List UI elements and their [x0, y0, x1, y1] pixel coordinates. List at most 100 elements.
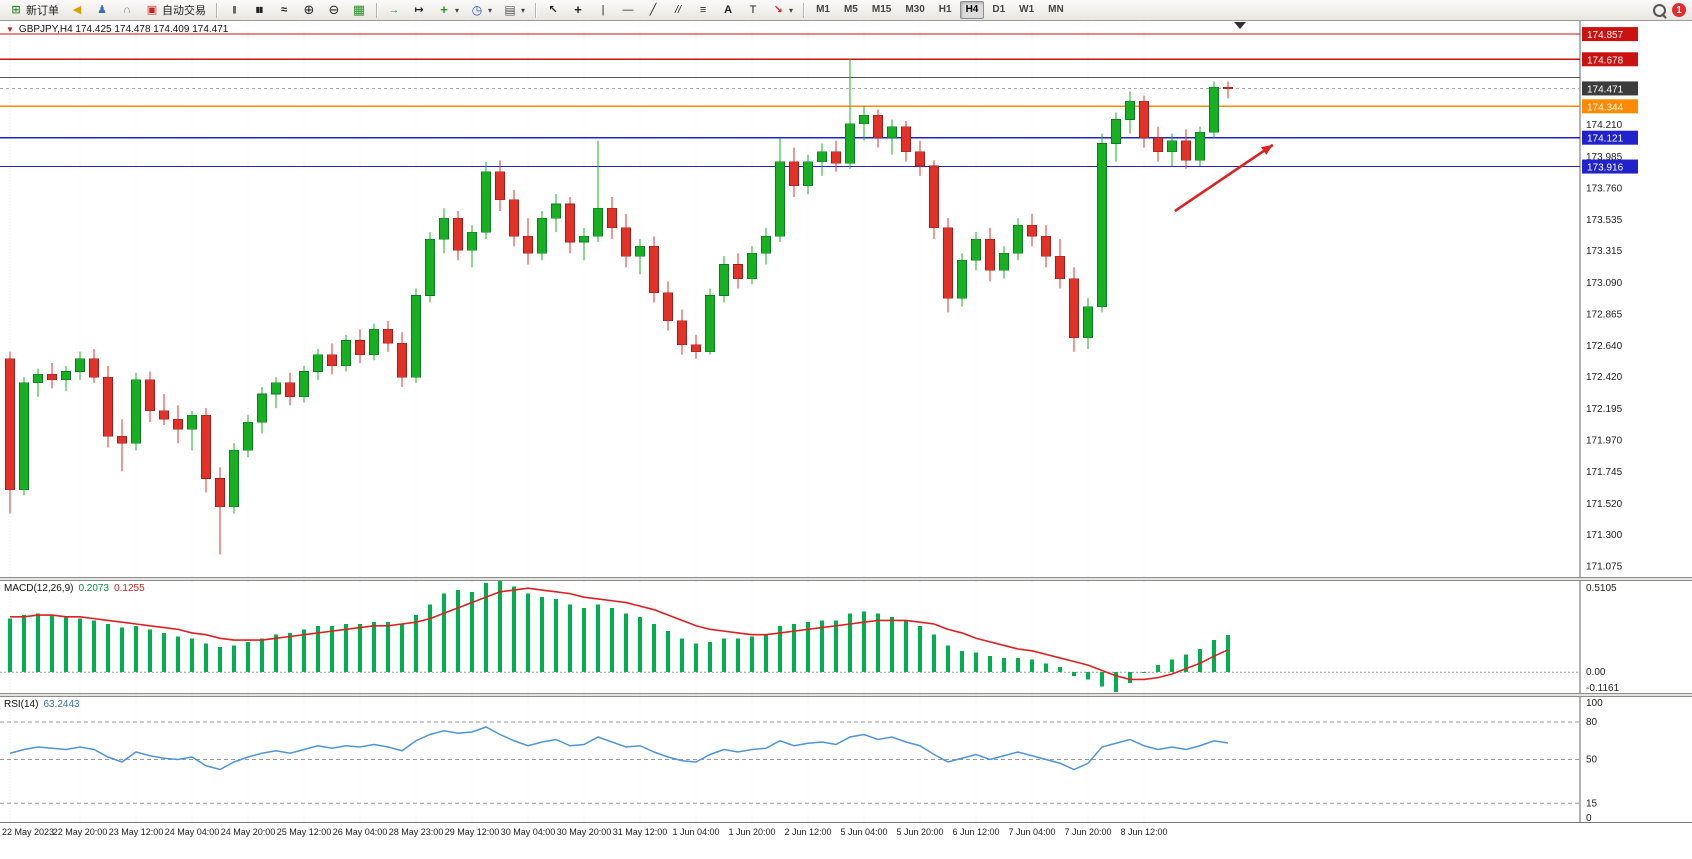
svg-text:173.985: 173.985	[1586, 152, 1623, 163]
svg-text:172.420: 172.420	[1586, 372, 1623, 383]
profile-button[interactable]: ♟	[90, 0, 114, 20]
time-label: 1 Jun 04:00	[672, 827, 720, 837]
svg-text:-0.1161: -0.1161	[1586, 683, 1620, 693]
svg-text:173.090: 173.090	[1586, 278, 1623, 289]
svg-text:171.300: 171.300	[1586, 530, 1623, 541]
main-chart-panel[interactable]: 174.210 173.985 173.760 173.535 173.315 173.0…	[0, 21, 1692, 577]
tf-button-M5[interactable]: M5	[843, 4, 858, 15]
fibonacci-icon: ≡	[699, 4, 707, 16]
time-label: 28 May 23:00	[388, 827, 444, 837]
time-label: 31 May 12:00	[612, 827, 668, 837]
svg-text:171.520: 171.520	[1586, 499, 1623, 510]
macd-name-label: MACD(12,26,9)	[4, 583, 74, 594]
svg-text:173.760: 173.760	[1586, 184, 1623, 195]
crosshair-tool-button[interactable]: +	[566, 0, 590, 20]
zoom-out-icon: ⊖	[328, 2, 340, 17]
tf-button-H1[interactable]: H1	[938, 4, 952, 15]
sound-icon: ◀	[72, 4, 82, 16]
tf-button-MN[interactable]: MN	[1048, 4, 1064, 15]
time-axis[interactable]: 22 May 2023 22 May 20:00 23 May 12:00 24 Ma…	[0, 822, 1692, 859]
new-order-icon: ⊞	[11, 4, 21, 16]
zoom-out-button[interactable]: ⊖	[322, 0, 346, 20]
line-chart-mode-button[interactable]: ≈	[272, 0, 296, 20]
time-label: 1 Jun 20:00	[728, 827, 776, 837]
autotrading-icon: ▣	[146, 4, 158, 16]
horizontal-line-icon: —	[622, 4, 634, 16]
time-label: 29 May 12:00	[444, 827, 500, 837]
clock-icon: ◷	[471, 3, 483, 17]
arrows-tool-button[interactable]: ↘ ▾	[766, 0, 798, 20]
horizontal-line-tool-button[interactable]: —	[616, 0, 640, 20]
svg-text:0: 0	[1586, 813, 1592, 822]
candle-chart-mode-button[interactable]: ▮▮	[247, 0, 271, 20]
chevron-down-icon: ▾	[455, 5, 460, 15]
auto-scroll-button[interactable]: →	[382, 0, 406, 20]
tf-button-D1[interactable]: D1	[992, 4, 1006, 15]
svg-text:174.121: 174.121	[1587, 134, 1624, 145]
svg-text:173.315: 173.315	[1586, 246, 1623, 257]
chevron-down-icon: ▾	[521, 5, 526, 15]
svg-text:0.5105: 0.5105	[1586, 583, 1617, 594]
notification-badge[interactable]: 1	[1672, 3, 1686, 17]
svg-text:172.865: 172.865	[1586, 309, 1623, 320]
periods-button[interactable]: ◷ ▾	[465, 0, 497, 20]
svg-text:174.210: 174.210	[1586, 120, 1623, 131]
cursor-arrow-icon: ↖	[548, 4, 558, 16]
time-label: 5 Jun 20:00	[896, 827, 944, 837]
zoom-in-button[interactable]: ⊕	[297, 0, 321, 20]
fibonacci-tool-button[interactable]: ≡	[691, 0, 715, 20]
chart-shift-button[interactable]: ↦	[407, 0, 431, 20]
text-tool-button[interactable]: A	[716, 0, 740, 20]
macd-label-overlay: MACD(12,26,9) 0.2073 0.1255	[4, 583, 145, 594]
symbol-ohlc-label: GBPJPY,H4 174.425 174.478 174.409 174.47…	[18, 24, 229, 35]
svg-text:174.678: 174.678	[1587, 55, 1624, 66]
tf-button-M15[interactable]: M15	[871, 4, 892, 15]
svg-text:171.970: 171.970	[1586, 435, 1623, 446]
panel-splitter[interactable]	[0, 693, 1692, 697]
macd-main-value: 0.2073	[78, 583, 110, 594]
tf-button-M1[interactable]: M1	[816, 4, 830, 15]
tf-button-M30[interactable]: M30	[905, 4, 925, 15]
main-toolbar: ⊞ 新订单 ◀ ♟ ∩ ▣ 自动交易 ||| ▮▮ ≈ ⊕ ⊖ ▦ → ↦ + ▾…	[0, 0, 1692, 21]
community-button[interactable]: ∩	[115, 0, 139, 20]
indicators-button[interactable]: + ▾	[432, 0, 464, 20]
time-label: 7 Jun 04:00	[1008, 827, 1056, 837]
sound-button[interactable]: ◀	[65, 0, 89, 20]
search-icon[interactable]	[1653, 3, 1666, 17]
svg-text:15: 15	[1586, 798, 1598, 809]
time-label: 22 May 2023	[2, 827, 55, 837]
templates-button[interactable]: ▤ ▾	[498, 0, 530, 20]
zoom-in-icon: ⊕	[303, 2, 315, 17]
panel-splitter[interactable]	[0, 577, 1692, 581]
tf-button-H4[interactable]: H4	[959, 1, 985, 19]
timeframe-buttons: M1 M5 M15 M30 H1 H4 D1 W1 MN	[809, 1, 1071, 19]
text-tool-icon: A	[724, 4, 733, 16]
new-order-button[interactable]: ⊞ 新订单	[4, 0, 64, 20]
chart-title-overlay: ▼ GBPJPY,H4 174.425 174.478 174.409 174.…	[6, 24, 228, 35]
svg-text:172.195: 172.195	[1586, 404, 1623, 415]
channel-tool-button[interactable]: //	[666, 0, 690, 20]
cursor-tool-button[interactable]: ↖	[541, 0, 565, 20]
arrow-tool-icon: ↘	[773, 4, 783, 16]
trendline-icon: ╱	[649, 4, 657, 16]
vertical-line-tool-button[interactable]: |	[591, 0, 615, 20]
tile-windows-button[interactable]: ▦	[347, 0, 371, 20]
trendline-tool-button[interactable]: ╱	[641, 0, 665, 20]
svg-text:173.535: 173.535	[1586, 215, 1623, 226]
indicators-plus-icon: +	[440, 2, 448, 17]
line-chart-icon: ≈	[280, 4, 288, 16]
svg-text:172.640: 172.640	[1586, 341, 1623, 352]
rsi-panel[interactable]: 100 80 50 15 0	[0, 697, 1692, 822]
template-icon: ▤	[504, 3, 516, 17]
time-label: 24 May 20:00	[220, 827, 276, 837]
tf-button-W1[interactable]: W1	[1019, 4, 1035, 15]
autotrading-button[interactable]: ▣ 自动交易	[140, 0, 211, 20]
toolbar-separator	[376, 2, 377, 18]
svg-text:174.344: 174.344	[1587, 102, 1624, 113]
bar-chart-mode-button[interactable]: |||	[222, 0, 246, 20]
macd-panel[interactable]: 0.5105 0.00 -0.1161	[0, 581, 1692, 693]
time-label: 2 Jun 12:00	[784, 827, 832, 837]
time-label: 5 Jun 04:00	[840, 827, 888, 837]
label-tool-button[interactable]: T	[741, 0, 765, 20]
vertical-line-icon: |	[601, 4, 605, 16]
